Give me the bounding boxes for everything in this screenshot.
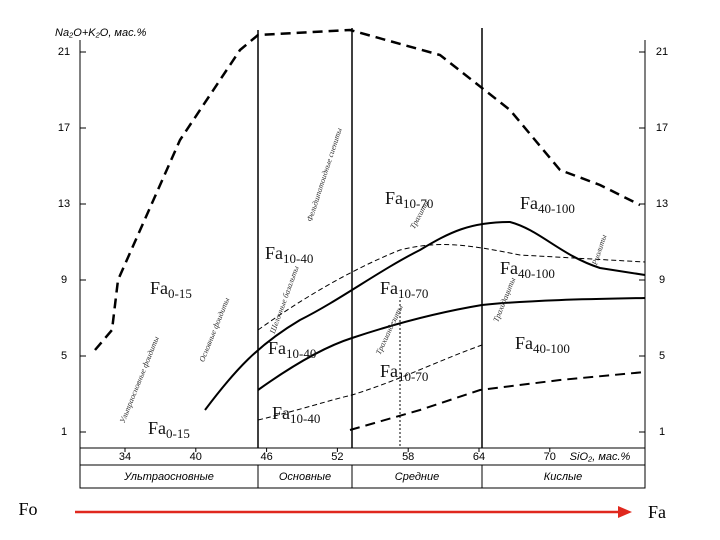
fa-label: Fa0-15 — [150, 278, 192, 301]
fa-base: Fa — [520, 193, 538, 213]
fa-label: Fa0-15 — [148, 418, 190, 441]
fa-base: Fa — [148, 418, 166, 438]
fa-label: Fa40-100 — [500, 258, 555, 281]
fa-subscript: 40-100 — [538, 201, 575, 216]
fa-label: Fa10-70 — [380, 361, 428, 384]
field-label: Трахидациты — [491, 276, 517, 324]
subalkaline-boundary — [257, 297, 646, 391]
y-tick-label: 5 — [61, 350, 67, 362]
fa-subscript: 10-40 — [286, 346, 316, 361]
x-tick-label: 70 — [544, 451, 556, 463]
fa-subscript: 10-70 — [398, 286, 428, 301]
fa-subscript: 10-40 — [283, 251, 313, 266]
field-label: Основные фоидиты — [197, 296, 231, 363]
y-tick-label: 1 — [659, 426, 665, 438]
rock-group-label: Кислые — [544, 471, 583, 483]
outer-boundary — [94, 28, 641, 351]
fa-subscript: 10-70 — [403, 196, 433, 211]
fa-subscript: 10-40 — [290, 411, 320, 426]
fa-base: Fa — [380, 361, 398, 381]
y-tick-label: 1 — [61, 426, 67, 438]
fa-subscript: 10-70 — [398, 369, 428, 384]
y-tick-label: 9 — [61, 274, 67, 286]
fa-base: Fa — [265, 243, 283, 263]
x-tick-label: 46 — [260, 451, 272, 463]
x-tick-label: 52 — [331, 451, 343, 463]
field-label: Риолиты — [590, 233, 609, 267]
plot-frame — [79, 28, 646, 489]
rock-group-label: Основные — [279, 471, 331, 483]
fa-base: Fa — [272, 403, 290, 423]
fa-base: Fa — [380, 278, 398, 298]
fa-label: Fa40-100 — [520, 193, 575, 216]
y-tick-label: 13 — [58, 198, 70, 210]
field-boundary — [257, 244, 646, 331]
fa-label: Fa10-70 — [385, 188, 433, 211]
rock-group-label: Средние — [395, 471, 439, 483]
fa-base: Fa — [385, 188, 403, 208]
fa-label: Fa40-100 — [515, 333, 570, 356]
fa-base: Fa — [150, 278, 168, 298]
arrow-start: Fo — [18, 499, 37, 519]
fa-subscript: 0-15 — [168, 286, 192, 301]
arrow-end: Fa — [648, 502, 666, 522]
field-label: Ультраосновные фоидиты — [118, 335, 161, 425]
x-tick-label: 34 — [119, 451, 131, 463]
alkaline-boundary — [204, 220, 646, 411]
fa-base: Fa — [500, 258, 518, 278]
y-tick-label: 21 — [656, 46, 668, 58]
fa-subscript: 40-100 — [518, 266, 555, 281]
y-axis-label: Na₂O+K₂O, мас.% — [55, 27, 147, 39]
x-tick-label: 64 — [473, 451, 485, 463]
fa-base: Fa — [268, 338, 286, 358]
y-tick-label: 17 — [656, 122, 668, 134]
lower-boundary — [349, 371, 646, 431]
fa-label: Fa10-70 — [380, 278, 428, 301]
y-tick-label: 13 — [656, 198, 668, 210]
arrow-head — [618, 506, 632, 518]
x-tick-label: 58 — [402, 451, 414, 463]
y-tick-label: 21 — [58, 46, 70, 58]
x-axis-label: SiO₂, мас.% — [570, 451, 631, 463]
y-tick-label: 9 — [659, 274, 665, 286]
y-tick-label: 5 — [659, 350, 665, 362]
x-tick-label: 40 — [190, 451, 202, 463]
field-label: Фельдшпатоидные сиениты — [305, 126, 344, 223]
curves — [94, 28, 646, 431]
fa-label: Fa10-40 — [265, 243, 313, 266]
fa-label: Fa10-40 — [268, 338, 316, 361]
fa-subscript: 0-15 — [166, 426, 190, 441]
fa-subscript: 40-100 — [533, 341, 570, 356]
field-label: Шелочные базальты — [268, 264, 301, 335]
fa-label: Fa10-40 — [272, 403, 320, 426]
fa-base: Fa — [515, 333, 533, 353]
y-tick-label: 17 — [58, 122, 70, 134]
field-boundary — [257, 344, 483, 421]
rock-group-label: Ультраосновные — [123, 471, 214, 483]
